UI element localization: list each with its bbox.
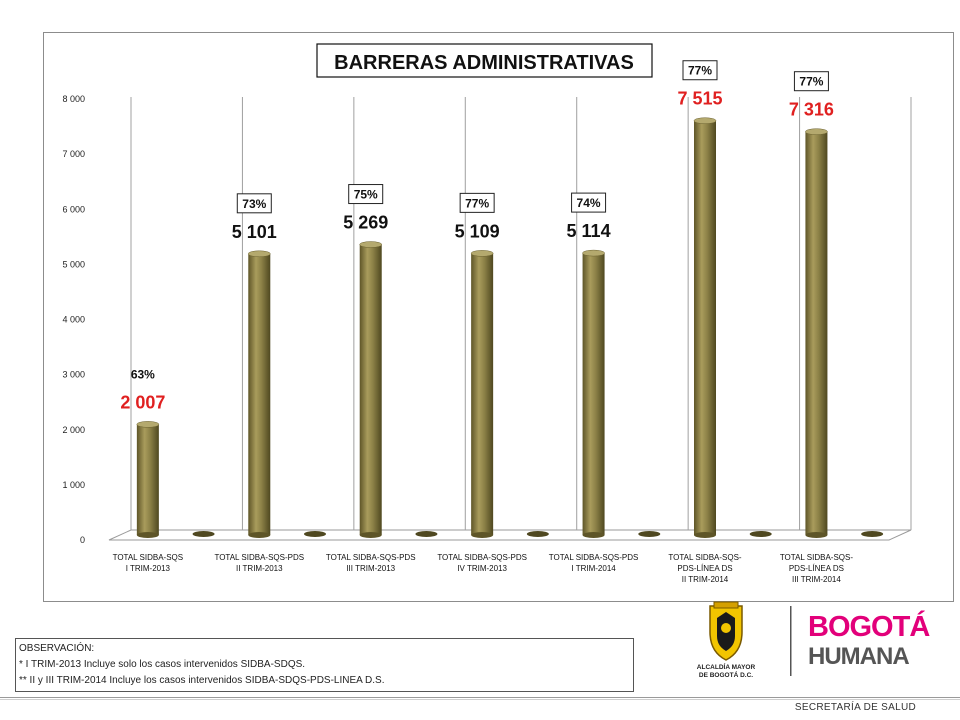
x-tick-label: II TRIM-2014 xyxy=(682,575,729,584)
percent-label: 75% xyxy=(354,188,378,202)
x-tick-label: TOTAL SIDBA-SQS- xyxy=(668,553,742,562)
value-label: 5 101 xyxy=(232,222,277,242)
note-heading: OBSERVACIÓN: xyxy=(19,643,95,654)
x-tick-label: I TRIM-2014 xyxy=(571,564,616,573)
percent-label: 77% xyxy=(799,75,823,89)
footer-rule-2 xyxy=(0,699,960,700)
percent-label: 77% xyxy=(688,64,712,78)
value-label: 2 007 xyxy=(120,392,165,412)
x-tick-label: IV TRIM-2013 xyxy=(457,564,507,573)
logo-divider xyxy=(790,606,792,676)
value-label: 7 316 xyxy=(789,100,834,120)
x-tick-label: PDS-LÍNEA DS xyxy=(677,564,732,573)
bar-top xyxy=(136,421,160,428)
y-tick-label: 0 xyxy=(80,535,85,545)
bar xyxy=(136,424,159,535)
value-label: 5 109 xyxy=(455,221,500,241)
zero-bar xyxy=(638,531,661,537)
chart-frame: 0 1 000 2 000 3 000 4 000 5 000 6 000 7 000 8 00… xyxy=(43,32,954,602)
bar-base xyxy=(471,532,494,538)
bar xyxy=(471,253,494,535)
bar xyxy=(248,253,271,535)
footer-rule xyxy=(0,697,960,698)
zero-bar xyxy=(415,531,438,537)
bar-top xyxy=(248,250,271,258)
percent-box xyxy=(459,192,495,213)
zero-bar xyxy=(192,531,215,537)
bar-base xyxy=(136,532,159,538)
bar-base xyxy=(694,532,716,538)
bar-top xyxy=(359,241,382,248)
bar-base xyxy=(248,532,271,538)
zero-bar xyxy=(861,531,884,537)
x-tick-label: PDS-LÍNEA DS xyxy=(789,564,844,573)
zero-bar xyxy=(526,531,549,537)
percent-label: 74% xyxy=(577,196,601,210)
alcaldia-line-1: ALCALDÍA MAYOR xyxy=(697,662,756,671)
y-tick-label: 3 000 xyxy=(62,370,85,380)
y-tick-label: 5 000 xyxy=(62,259,85,269)
footer-text: SECRETARÍA DE SALUD xyxy=(794,702,916,713)
bar xyxy=(805,131,828,535)
zero-bar xyxy=(749,531,772,537)
chart-title: BARRERAS ADMINISTRATIVAS xyxy=(334,52,634,74)
bar-top xyxy=(805,128,828,135)
value-label: 5 269 xyxy=(343,213,388,233)
y-tick-label: 2 000 xyxy=(62,425,85,435)
percent-box xyxy=(682,60,718,81)
x-tick-label: TOTAL SIDBA-SQS-PDS xyxy=(549,553,639,562)
brand-line-2: HUMANA xyxy=(808,643,909,670)
observation-note: OBSERVACIÓN: * I TRIM-2013 Incluye solo … xyxy=(15,638,634,692)
bar-base xyxy=(805,532,828,538)
percent-box xyxy=(236,193,272,214)
bar-base xyxy=(582,532,605,538)
y-tick-label: 8 000 xyxy=(62,94,85,104)
bar xyxy=(694,120,716,535)
x-tick-label: TOTAL SIDBA-SQS-PDS xyxy=(437,553,527,562)
y-tick-label: 6 000 xyxy=(62,204,85,214)
alcaldia-line-2: DE BOGOTÁ D.C. xyxy=(699,670,753,679)
logos-area: ALCALDÍA MAYOR DE BOGOTÁ D.C. BOGOTÁ HUM… xyxy=(690,598,960,680)
bar xyxy=(582,253,605,535)
x-tick-label: TOTAL SIDBA-SQS-PDS xyxy=(326,553,416,562)
note-line-2: ** II y III TRIM-2014 Incluye los casos … xyxy=(19,675,385,686)
x-tick-label: II TRIM-2013 xyxy=(236,564,283,573)
x-tick-label: TOTAL SIDBA-SQS xyxy=(113,553,184,562)
x-tick-label: III TRIM-2013 xyxy=(346,564,395,573)
value-label: 5 114 xyxy=(567,221,611,241)
bar-top xyxy=(693,117,717,124)
x-tick-label: TOTAL SIDBA-SQS- xyxy=(780,553,854,562)
bar-top xyxy=(582,249,605,257)
percent-label: 63% xyxy=(131,367,155,381)
percent-label: 77% xyxy=(465,196,489,210)
bar-chart: 0 1 000 2 000 3 000 4 000 5 000 6 000 7 000 8 00… xyxy=(62,43,912,584)
percent-box xyxy=(571,192,607,213)
y-tick-label: 4 000 xyxy=(62,315,85,325)
bar xyxy=(359,244,382,535)
note-line-1: * I TRIM-2013 Incluye solo los casos int… xyxy=(19,659,306,670)
zero-bar xyxy=(304,531,326,537)
bar-base xyxy=(359,532,382,538)
x-tick-label: TOTAL SIDBA-SQS-PDS xyxy=(214,553,304,562)
y-tick-label: 7 000 xyxy=(62,149,85,159)
brand-line-1: BOGOTÁ xyxy=(808,609,930,643)
x-tick-label: III TRIM-2014 xyxy=(792,575,841,584)
bar-top xyxy=(470,250,494,257)
chart-floor xyxy=(108,529,912,541)
value-label: 7 515 xyxy=(677,89,722,109)
x-tick-label: I TRIM-2013 xyxy=(126,564,171,573)
title-box xyxy=(316,43,653,78)
y-tick-label: 1 000 xyxy=(62,480,85,490)
coat-of-arms-logo xyxy=(709,601,743,661)
percent-label: 73% xyxy=(242,197,266,211)
percent-box xyxy=(348,184,384,205)
percent-box xyxy=(793,71,829,92)
